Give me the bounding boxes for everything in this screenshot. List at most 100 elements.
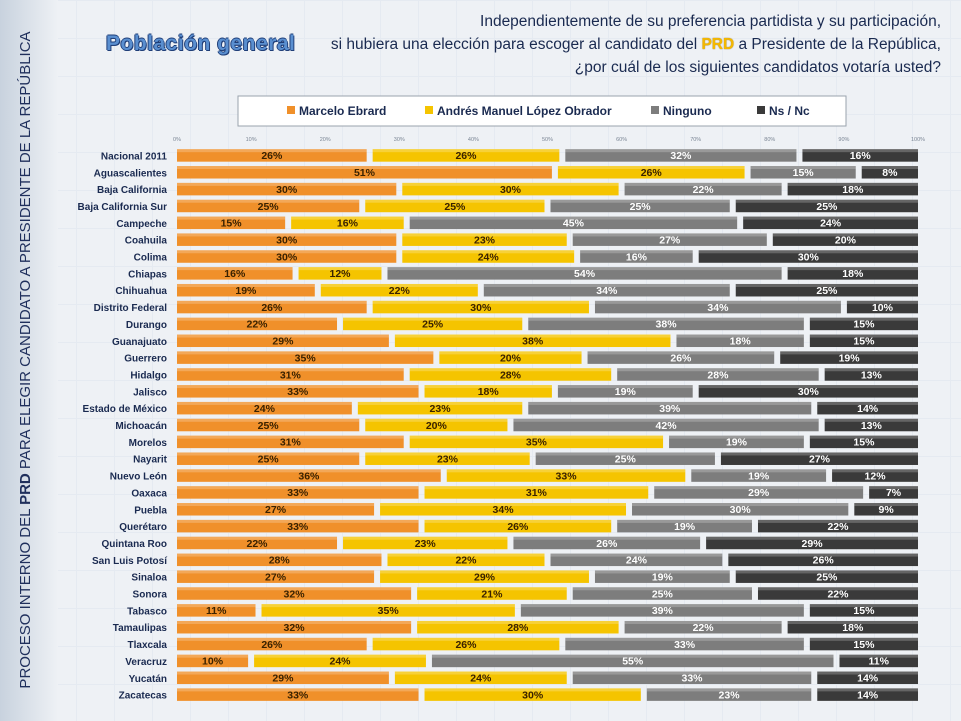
data-label: 9% bbox=[879, 504, 895, 516]
bar-highlight bbox=[698, 385, 918, 389]
data-label: 32% bbox=[670, 150, 692, 162]
category-label: Guerrero bbox=[124, 354, 167, 365]
data-label: 29% bbox=[802, 538, 824, 550]
data-label: 23% bbox=[474, 234, 496, 246]
bar-segment bbox=[177, 570, 375, 583]
bar-highlight bbox=[528, 401, 812, 405]
data-label: 16% bbox=[626, 251, 648, 263]
bar-segment bbox=[372, 149, 560, 162]
data-label: 51% bbox=[354, 167, 376, 179]
data-label: 19% bbox=[652, 571, 674, 583]
bar-highlight bbox=[380, 503, 627, 507]
data-label: 15% bbox=[853, 336, 875, 348]
data-label: 15% bbox=[221, 218, 243, 230]
data-label: 12% bbox=[865, 470, 887, 482]
data-label: 16% bbox=[224, 268, 246, 280]
data-label: 22% bbox=[693, 184, 715, 196]
bar-segment bbox=[372, 637, 560, 651]
bar-segment bbox=[298, 267, 382, 280]
data-label: 23% bbox=[437, 454, 459, 466]
legend-label: Ninguno bbox=[663, 104, 712, 118]
bar-segment bbox=[809, 334, 918, 348]
bar-segment bbox=[557, 166, 745, 179]
bar-segment bbox=[587, 351, 775, 364]
bar-segment bbox=[343, 536, 508, 550]
data-label: 34% bbox=[596, 285, 618, 297]
x-tick-label: 0% bbox=[173, 137, 181, 143]
data-label: 30% bbox=[500, 184, 522, 196]
category-label: Nuevo León bbox=[110, 472, 167, 483]
bar-segment bbox=[817, 688, 918, 701]
bar-highlight bbox=[261, 604, 515, 608]
bar-segment bbox=[365, 452, 530, 465]
bar-segment bbox=[177, 182, 397, 196]
bar-highlight bbox=[809, 604, 918, 608]
bar-segment bbox=[787, 620, 918, 634]
bar-highlight bbox=[757, 587, 918, 591]
bar-segment bbox=[177, 536, 338, 550]
bar-highlight bbox=[365, 452, 530, 456]
bar-segment bbox=[431, 654, 834, 668]
data-label: 18% bbox=[730, 336, 752, 348]
bar-segment bbox=[728, 553, 918, 567]
bar-highlight bbox=[439, 351, 582, 355]
bar-segment bbox=[706, 536, 918, 550]
data-label: 33% bbox=[556, 470, 578, 482]
data-label: 33% bbox=[287, 521, 309, 533]
data-label: 54% bbox=[574, 268, 596, 280]
bar-segment bbox=[691, 469, 827, 482]
bar-highlight bbox=[394, 334, 671, 338]
bar-highlight bbox=[291, 216, 404, 220]
bar-highlight bbox=[557, 166, 745, 170]
bar-highlight bbox=[417, 620, 619, 624]
bar-segment bbox=[446, 469, 686, 482]
category-label: Durango bbox=[126, 320, 167, 331]
legend-label: Ns / Nc bbox=[769, 104, 810, 118]
category-label: Quintana Roo bbox=[101, 539, 167, 550]
data-label: 29% bbox=[474, 571, 496, 583]
data-label: 13% bbox=[861, 369, 883, 381]
category-label: Distrito Federal bbox=[94, 303, 168, 314]
category-label: Baja California bbox=[97, 185, 167, 196]
data-label: 39% bbox=[652, 605, 674, 617]
data-label: 15% bbox=[853, 639, 875, 651]
bar-highlight bbox=[177, 283, 315, 287]
data-label: 26% bbox=[596, 538, 618, 550]
bar-highlight bbox=[177, 368, 404, 372]
bar-highlight bbox=[817, 401, 918, 405]
bar-segment bbox=[177, 604, 256, 617]
category-label: Zacatecas bbox=[119, 691, 168, 702]
bar-segment bbox=[177, 452, 360, 465]
category-label: Oaxaca bbox=[131, 488, 167, 499]
bar-segment bbox=[177, 486, 419, 499]
bar-highlight bbox=[824, 368, 918, 372]
bar-segment bbox=[254, 654, 426, 668]
data-label: 26% bbox=[455, 639, 477, 651]
bar-highlight bbox=[832, 469, 918, 473]
bar-segment bbox=[177, 267, 293, 280]
bar-highlight bbox=[177, 317, 338, 321]
data-label: 20% bbox=[500, 352, 522, 364]
data-label: 24% bbox=[254, 403, 276, 415]
bar-segment bbox=[402, 233, 567, 246]
bar-segment bbox=[177, 300, 367, 314]
category-label: Jalisco bbox=[133, 387, 167, 398]
bar-highlight bbox=[809, 317, 918, 321]
bar-highlight bbox=[409, 435, 664, 439]
bar-segment bbox=[735, 570, 918, 583]
bar-segment bbox=[177, 149, 367, 162]
data-label: 22% bbox=[247, 538, 269, 550]
bar-segment bbox=[698, 250, 918, 263]
bar-segment bbox=[846, 300, 918, 314]
bar-highlight bbox=[402, 182, 619, 186]
bar-highlight bbox=[177, 435, 404, 439]
category-label: San Luis Potosí bbox=[92, 556, 168, 567]
category-label: Sonora bbox=[133, 590, 168, 601]
bar-segment bbox=[565, 149, 797, 162]
bar-highlight bbox=[177, 688, 419, 692]
bar-highlight bbox=[854, 503, 918, 507]
data-label: 14% bbox=[857, 403, 879, 415]
bar-highlight bbox=[743, 216, 918, 220]
bar-highlight bbox=[177, 149, 367, 153]
category-label: Aguascalientes bbox=[94, 168, 168, 179]
